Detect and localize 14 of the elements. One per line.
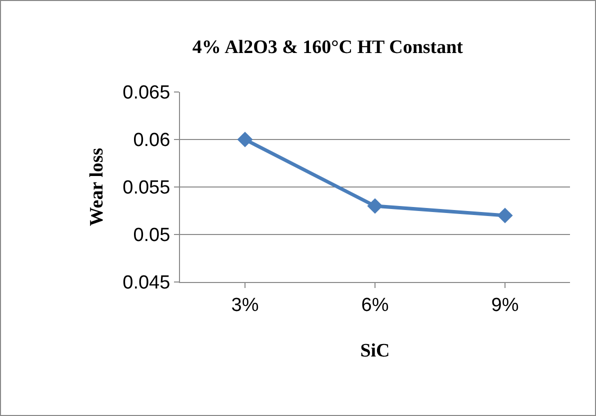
- point: [367, 198, 383, 214]
- chart-title: 4% Al2O3 & 160°C HT Constant: [192, 37, 464, 58]
- y-axis-title: Wear loss: [86, 148, 108, 226]
- y-tick-label: 0.06: [133, 130, 170, 152]
- point: [497, 208, 513, 224]
- x-tick-label: 9%: [491, 294, 519, 316]
- x-tick-label: 3%: [231, 294, 259, 316]
- y-tick-label: 0.045: [122, 272, 170, 294]
- x-axis-title: SiC: [360, 340, 390, 362]
- y-tick-label: 0.055: [122, 178, 170, 199]
- y-tick-label: 0.065: [122, 82, 170, 104]
- y-tick-label: 0.05: [133, 225, 170, 246]
- point: [237, 132, 253, 148]
- x-tick-label: 6%: [361, 294, 389, 316]
